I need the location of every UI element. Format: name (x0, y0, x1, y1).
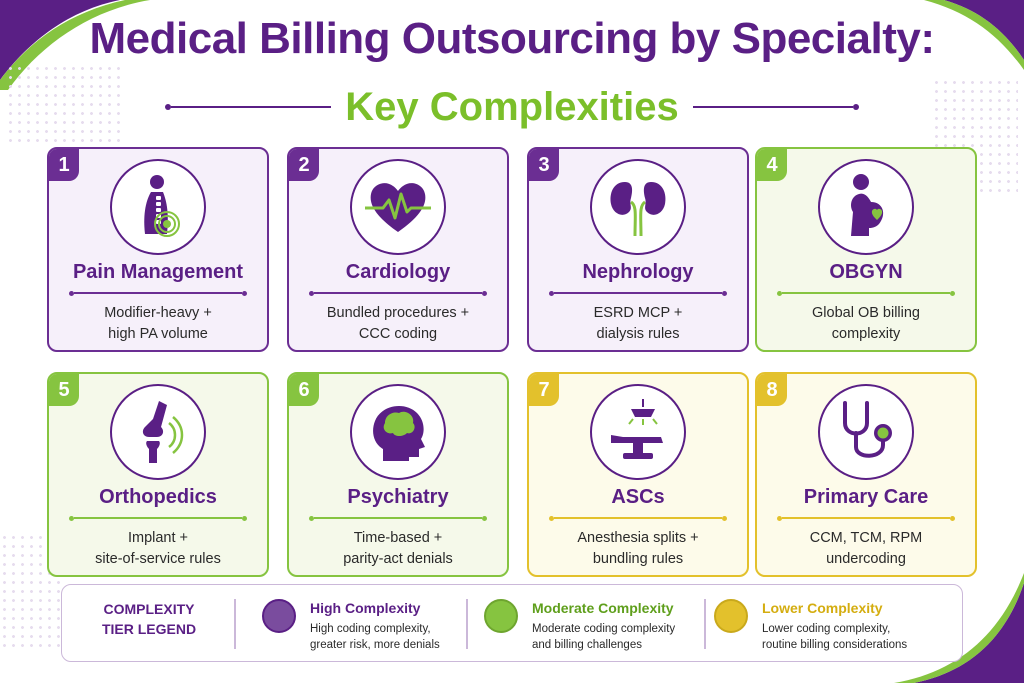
card-description: Implant + site-of-service rules (95, 530, 221, 567)
card-number-badge: 6 (289, 374, 319, 406)
stethoscope-icon (818, 384, 914, 480)
knee-joint-icon (110, 384, 206, 480)
legend-separator (466, 599, 468, 649)
spine-icon (110, 159, 206, 255)
card-number-badge: 5 (49, 374, 79, 406)
legend-item-name: Moderate Complexity (532, 600, 674, 616)
card-description: Bundled procedures + CCC coding (326, 305, 470, 342)
legend-separator (704, 599, 706, 649)
card-description: ESRD MCP + dialysis rules (593, 305, 683, 342)
card-title: Pain Management (72, 261, 244, 283)
page-title: Medical Billing Outsourcing by Specialty… (89, 14, 935, 63)
specialty-card-nephrology: 3 Nephrology ESRD MCP + dialysis rules (527, 147, 749, 352)
legend-item-high: High Complexity High coding complexity, g… (262, 595, 462, 655)
specialty-card-ascs: 7 ASCs Anesthesia splits + bundling rules (527, 372, 749, 577)
surgical-table-icon (590, 384, 686, 480)
card-divider (69, 290, 247, 296)
card-title: Cardiology (345, 261, 451, 283)
specialty-card-psychiatry: 6 Psychiatry Time-based + parity-act deni… (287, 372, 509, 577)
card-number-badge: 1 (49, 149, 79, 181)
legend-swatch-lower (714, 599, 748, 633)
card-description: Anesthesia splits + bundling rules (577, 530, 699, 567)
pregnant-woman-icon (818, 159, 914, 255)
page-subtitle: Key Complexities (345, 84, 679, 129)
card-divider (549, 290, 727, 296)
kidneys-icon (590, 159, 686, 255)
legend-swatch-moderate (484, 599, 518, 633)
card-title: Primary Care (803, 486, 929, 508)
card-divider (309, 515, 487, 521)
legend-item-moderate: Moderate Complexity Moderate coding comp… (484, 595, 704, 655)
legend-item-name: High Complexity (310, 600, 421, 616)
card-title: ASCs (611, 486, 665, 508)
card-title: OBGYN (829, 261, 903, 283)
legend-label: COMPLEXITY TIER LEGEND (101, 601, 197, 637)
card-divider (309, 290, 487, 296)
card-title: Psychiatry (347, 486, 449, 508)
specialty-card-cardiology: 2 Cardiology Bundled procedures + CCC cod… (287, 147, 509, 352)
specialty-card-obgyn: 4 OBGYN Global OB billing complexity (755, 147, 977, 352)
legend-item-name: Lower Complexity (762, 600, 883, 616)
specialty-card-orthopedics: 5 Orthopedics Implant + site-of-service r… (47, 372, 269, 577)
card-description: CCM, TCM, RPM undercoding (809, 530, 923, 567)
subtitle-rule-left (165, 104, 332, 110)
card-number-badge: 7 (529, 374, 559, 406)
subtitle-rule-right (692, 104, 859, 110)
card-number-badge: 3 (529, 149, 559, 181)
subtitle-row: Key Complexities (0, 80, 1024, 134)
card-description: Global OB billing complexity (812, 305, 920, 342)
legend-separator (234, 599, 236, 649)
card-description: Modifier-heavy + high PA volume (104, 305, 212, 342)
card-title: Nephrology (582, 261, 694, 283)
legend-swatch-high (262, 599, 296, 633)
legend-item-description: High coding complexity, greater risk, mor… (310, 623, 440, 651)
complexity-tier-legend: COMPLEXITY TIER LEGEND High Complexity Hi… (61, 584, 963, 662)
legend-item-description: Moderate coding complexity and billing ch… (532, 623, 676, 651)
legend-item-description: Lower coding complexity, routine billing … (762, 623, 908, 651)
card-divider (777, 290, 955, 296)
card-number-badge: 4 (757, 149, 787, 181)
card-divider (69, 515, 247, 521)
card-divider (777, 515, 955, 521)
specialty-card-primary-care: 8 Primary Care CCM, TCM, RPM undercoding (755, 372, 977, 577)
legend-item-lower: Lower Complexity Lower coding complexity… (714, 595, 954, 655)
card-divider (549, 515, 727, 521)
brain-head-icon (350, 384, 446, 480)
specialty-card-pain-management: 1 Pain Management Modifier-heavy + high P… (47, 147, 269, 352)
heart-icon (350, 159, 446, 255)
card-description: Time-based + parity-act denials (343, 530, 453, 567)
card-title: Orthopedics (99, 486, 217, 508)
card-number-badge: 8 (757, 374, 787, 406)
card-number-badge: 2 (289, 149, 319, 181)
